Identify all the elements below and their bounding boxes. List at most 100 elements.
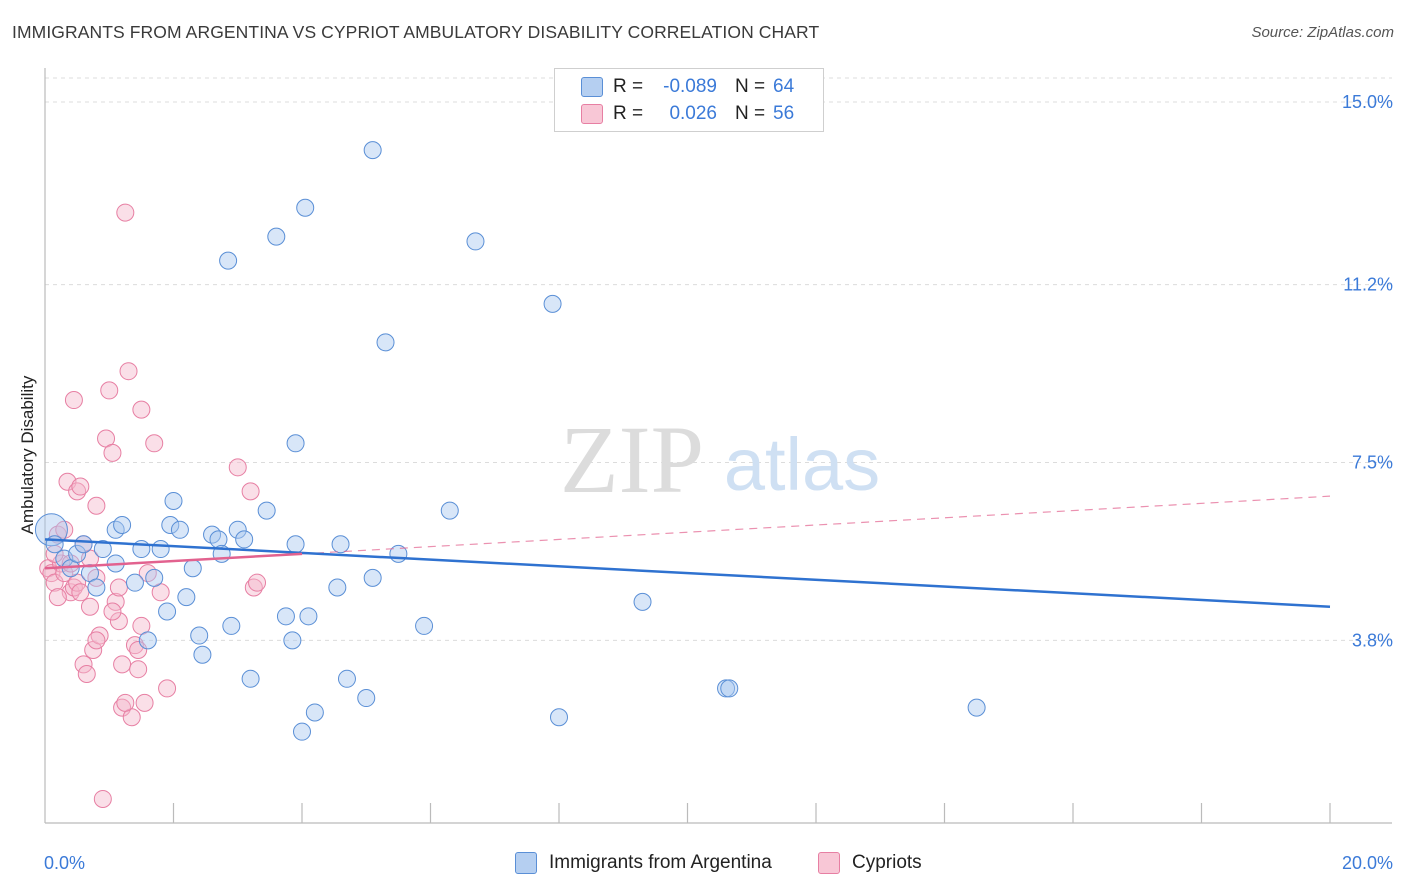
legend-item-argentina[interactable]: Immigrants from Argentina	[515, 852, 772, 874]
legend-r-label: R =	[613, 103, 644, 124]
data-point-argentina	[376, 333, 395, 352]
data-point-cypriots	[135, 693, 154, 712]
data-point-argentina	[193, 645, 212, 664]
data-point-cypriots	[241, 482, 260, 501]
y-tick-label: 15.0%	[1342, 92, 1393, 112]
data-point-argentina	[363, 141, 382, 160]
legend-swatch-blue	[581, 77, 603, 97]
trend-lines	[44, 495, 1331, 608]
data-point-argentina	[415, 616, 434, 635]
legend-r-value: 0.026	[669, 103, 717, 124]
watermark-atlas: atlas	[724, 423, 880, 506]
data-point-argentina	[125, 573, 144, 592]
data-point-argentina	[267, 227, 286, 246]
legend-row-argentina: R = -0.089 N = 64	[555, 74, 823, 100]
data-point-cypriots	[132, 400, 151, 419]
data-point-argentina	[190, 626, 209, 645]
data-point-cypriots	[129, 640, 148, 659]
data-point-cypriots	[103, 443, 122, 462]
data-point-cypriots	[129, 660, 148, 679]
data-point-argentina	[68, 544, 87, 563]
data-point-argentina	[170, 520, 189, 539]
data-point-cypriots	[80, 597, 99, 616]
legend-label-argentina: Immigrants from Argentina	[549, 852, 772, 873]
data-point-cypriots	[248, 573, 267, 592]
trend-line-cypriots	[44, 552, 303, 570]
axes	[44, 68, 1392, 824]
legend-n-value: 56	[773, 103, 795, 124]
data-point-cypriots	[77, 665, 96, 683]
data-point-cypriots	[64, 391, 83, 410]
data-point-argentina	[183, 559, 202, 578]
data-point-cypriots	[87, 496, 106, 515]
data-point-argentina	[113, 516, 132, 534]
data-point-cypriots	[106, 592, 125, 611]
data-point-argentina	[299, 607, 318, 626]
data-point-cypriots	[145, 434, 164, 453]
data-point-cypriots	[90, 626, 109, 645]
legend-swatch-pink	[581, 104, 603, 124]
data-point-cypriots	[228, 458, 247, 477]
data-point-argentina	[257, 501, 276, 520]
data-point-argentina	[145, 568, 164, 587]
data-point-argentina	[440, 501, 459, 520]
source-label: Source: ZipAtlas.com	[1251, 24, 1394, 41]
legend-swatch-pink	[818, 852, 840, 874]
data-point-cypriots	[158, 679, 177, 698]
data-point-argentina	[305, 703, 324, 722]
trend-line-cypriots-extension	[301, 495, 1331, 555]
data-point-argentina	[337, 669, 356, 688]
data-point-cypriots	[113, 655, 132, 674]
legend-row-cypriots: R = 0.026 N = 56	[555, 101, 823, 127]
data-point-cypriots	[103, 602, 122, 621]
legend-label-cypriots: Cypriots	[852, 852, 922, 873]
legend-r-label: R =	[613, 76, 644, 97]
y-tick-label: 11.2%	[1343, 275, 1393, 295]
watermark: ZIP atlas	[560, 406, 880, 513]
data-point-cypriots	[71, 477, 90, 496]
legend-swatch-blue	[515, 852, 537, 874]
data-point-argentina	[235, 530, 254, 549]
data-point-argentina	[164, 491, 183, 510]
data-point-argentina	[158, 602, 177, 621]
data-point-argentina	[357, 689, 376, 708]
legend-r-value: -0.089	[663, 76, 717, 97]
legend-n-label: N =	[735, 76, 766, 97]
data-point-cypriots	[93, 789, 112, 808]
data-point-argentina	[550, 708, 568, 727]
data-point-cypriots	[119, 362, 138, 381]
data-point-argentina	[720, 679, 739, 698]
data-point-cypriots	[48, 588, 67, 607]
data-point-argentina	[161, 516, 180, 534]
y-tick-label: 3.8%	[1352, 630, 1393, 650]
watermark-zip: ZIP	[560, 406, 704, 513]
data-point-argentina	[219, 251, 238, 270]
data-point-argentina	[93, 540, 112, 559]
data-point-argentina	[633, 592, 652, 611]
data-point-cypriots	[87, 631, 106, 650]
data-point-cypriots	[244, 578, 263, 597]
data-point-cypriots	[45, 573, 64, 592]
data-point-argentina	[283, 631, 302, 650]
legend-n-label: N =	[735, 103, 766, 124]
chart-title: IMMIGRANTS FROM ARGENTINA VS CYPRIOT AMB…	[12, 22, 820, 42]
data-point-cypriots	[68, 482, 87, 501]
data-point-argentina	[228, 520, 247, 539]
series-argentina-points	[34, 141, 986, 741]
data-point-argentina	[286, 535, 305, 554]
data-point-cypriots	[113, 698, 132, 717]
data-point-argentina	[138, 631, 157, 650]
data-point-cypriots	[55, 520, 74, 539]
y-tick-label: 7.5%	[1352, 453, 1393, 473]
data-point-argentina	[151, 540, 170, 559]
legend-n-value: 64	[773, 76, 795, 97]
legend-item-cypriots[interactable]: Cypriots	[818, 852, 922, 874]
data-point-argentina	[331, 535, 350, 554]
data-point-argentina	[286, 434, 305, 453]
data-point-cypriots	[116, 203, 135, 222]
data-point-argentina	[967, 698, 986, 717]
data-point-argentina	[45, 535, 64, 554]
data-point-argentina	[296, 198, 315, 217]
data-point-argentina	[276, 607, 295, 626]
